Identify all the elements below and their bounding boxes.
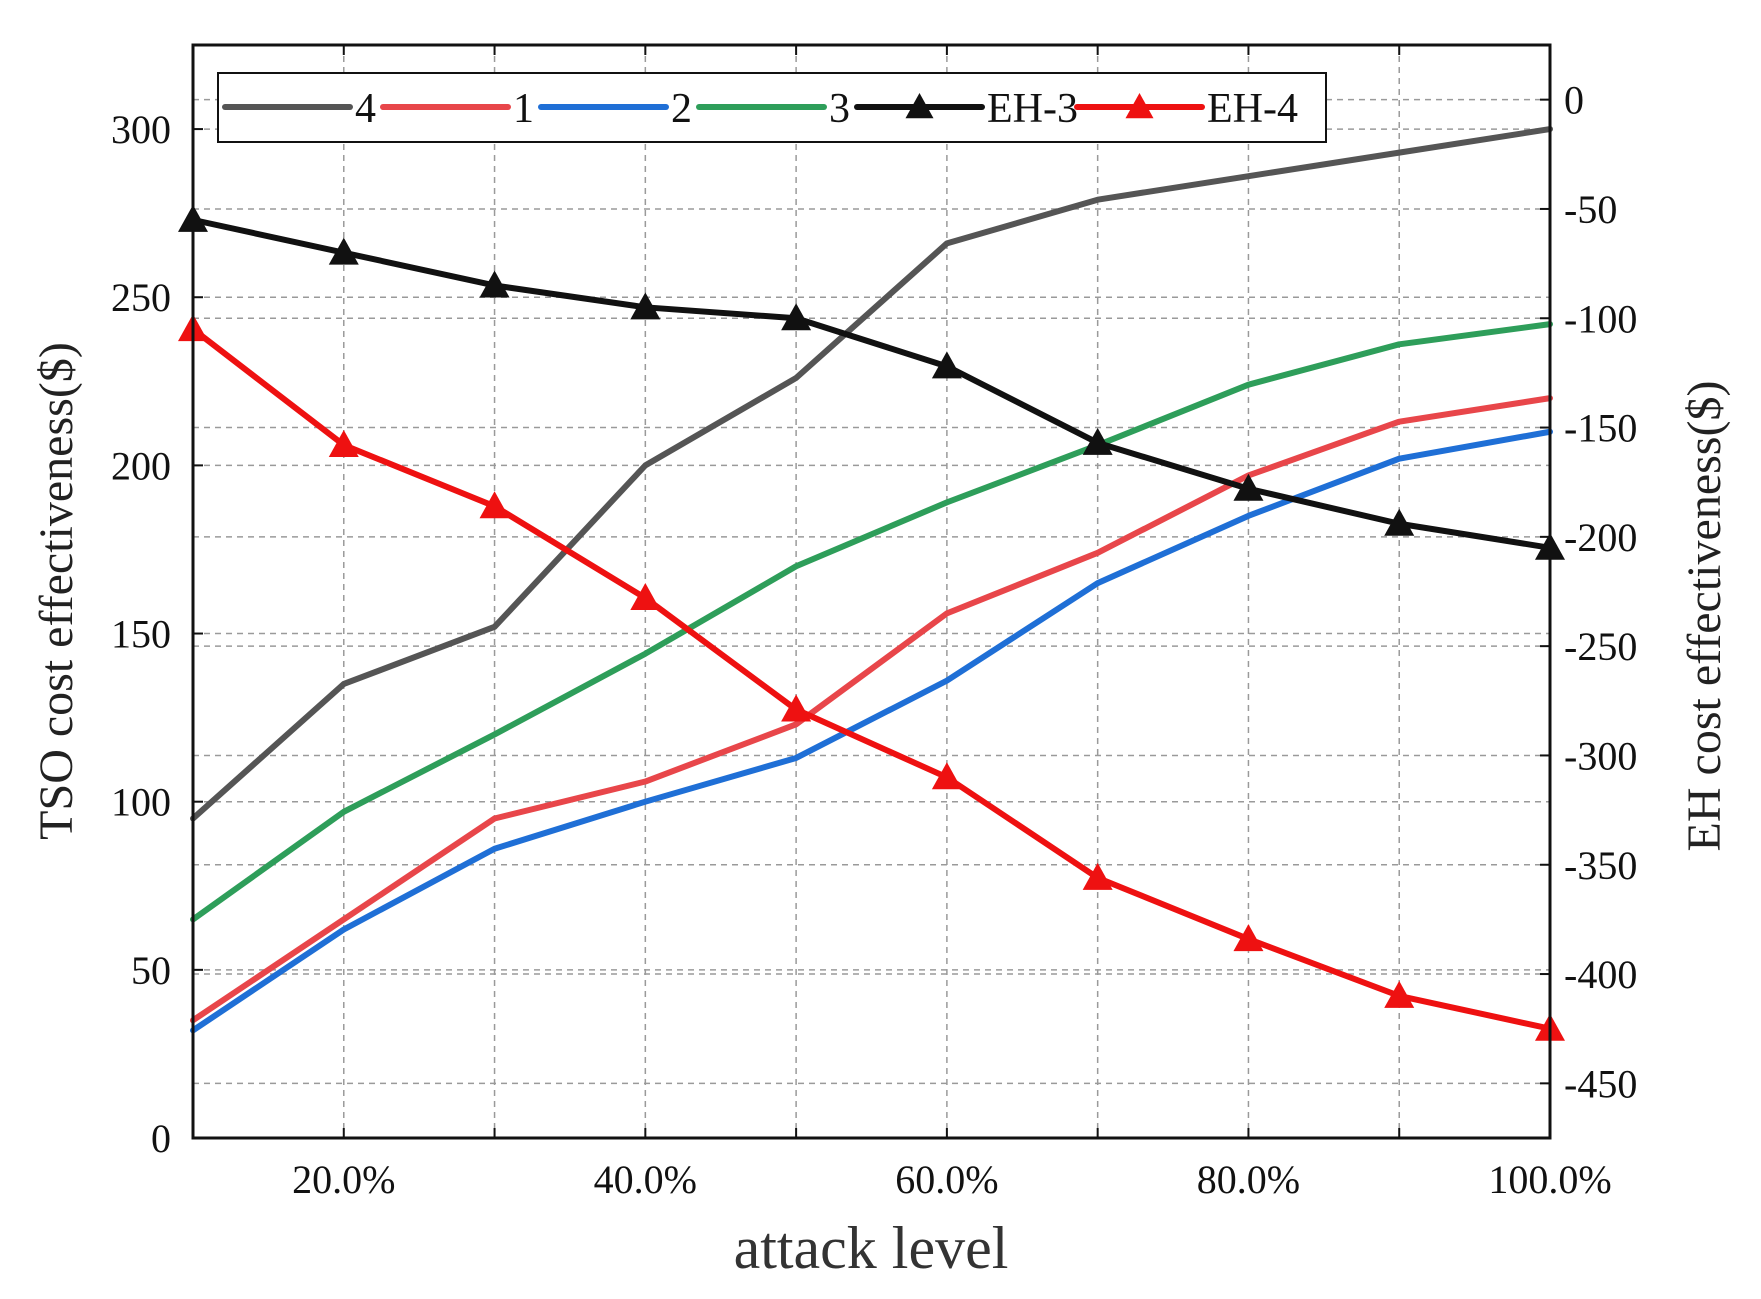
series-eh-4 <box>178 314 1565 1041</box>
left-tick-label: 300 <box>111 107 171 152</box>
legend-marker-eh-4 <box>1125 93 1154 119</box>
ticks: 20.0% 40.0% 60.0% 80.0% 100.0% 0 50 100 150 200 25… <box>111 45 1637 1202</box>
data-point-eh-4 <box>931 762 962 790</box>
data-point-eh-3 <box>1384 508 1415 536</box>
left-tick-label: 150 <box>111 612 171 657</box>
left-axis-title: TSO cost effectiveness($) <box>30 342 83 840</box>
right-tick-label: -250 <box>1564 624 1637 669</box>
data-point-eh-4 <box>1082 862 1113 890</box>
x-axis-title: attack level <box>734 1215 1009 1281</box>
left-tick-label: 250 <box>111 275 171 320</box>
series-line-2 <box>190 428 1553 1034</box>
left-tick-label: 100 <box>111 780 171 825</box>
right-tick-label: -400 <box>1564 952 1637 997</box>
series-line-3 <box>190 321 1553 923</box>
legend-label-eh-4: EH-4 <box>1207 86 1298 132</box>
data-point-eh-3 <box>1233 473 1264 501</box>
data-point-eh-3 <box>479 270 510 298</box>
right-tick-label: -450 <box>1564 1061 1637 1106</box>
legend-label-eh-3: EH-3 <box>987 86 1078 132</box>
right-tick-label: -350 <box>1564 843 1637 888</box>
data-point-eh-4 <box>1384 980 1415 1008</box>
legend-label-1: 1 <box>513 86 534 132</box>
data-point-eh-3 <box>328 237 359 265</box>
series-2 <box>190 428 1553 1034</box>
legend-label-3: 3 <box>829 86 850 132</box>
right-tick-label: -100 <box>1564 296 1637 341</box>
x-tick-label: 40.0% <box>594 1157 697 1202</box>
series-line-4 <box>190 126 1553 822</box>
left-tick-label: 200 <box>111 443 171 488</box>
data-point-eh-3 <box>630 292 661 320</box>
legend-label-4: 4 <box>355 86 376 132</box>
right-tick-label: -200 <box>1564 515 1637 560</box>
data-point-eh-4 <box>328 430 359 458</box>
x-tick-label: 20.0% <box>292 1157 395 1202</box>
legend: 4 1 2 3 EH-3 EH-4 <box>217 72 1327 143</box>
series-line-eh-4 <box>190 326 1553 1032</box>
data-point-eh-4 <box>479 491 510 519</box>
series-4 <box>190 126 1553 822</box>
left-tick-label: 50 <box>131 948 171 993</box>
right-tick-label: -50 <box>1564 187 1617 232</box>
data-point-eh-4 <box>781 694 812 722</box>
x-tick-label: 100.0% <box>1488 1157 1611 1202</box>
x-tick-label: 60.0% <box>895 1157 998 1202</box>
data-point-eh-3 <box>931 351 962 379</box>
legend-marker-eh-3 <box>905 93 934 119</box>
series-eh-3 <box>178 204 1565 560</box>
right-tick-label: -150 <box>1564 406 1637 451</box>
plot-frame <box>191 43 1552 1140</box>
series-line-1 <box>190 395 1553 1024</box>
data-point-eh-4 <box>630 583 661 611</box>
x-tick-label: 80.0% <box>1197 1157 1300 1202</box>
series-line-eh-3 <box>190 216 1553 551</box>
data-point-eh-3 <box>1082 427 1113 455</box>
series-1 <box>190 395 1553 1024</box>
series-layer <box>178 126 1565 1041</box>
left-tick-label: 0 <box>151 1116 171 1161</box>
data-point-eh-3 <box>781 303 812 331</box>
right-tick-label: 0 <box>1564 78 1584 123</box>
legend-label-2: 2 <box>671 86 692 132</box>
series-3 <box>190 321 1553 923</box>
right-axis-title: EH cost effectiveness($) <box>1678 381 1731 852</box>
right-tick-label: -300 <box>1564 733 1637 778</box>
data-point-eh-4 <box>1233 924 1264 952</box>
